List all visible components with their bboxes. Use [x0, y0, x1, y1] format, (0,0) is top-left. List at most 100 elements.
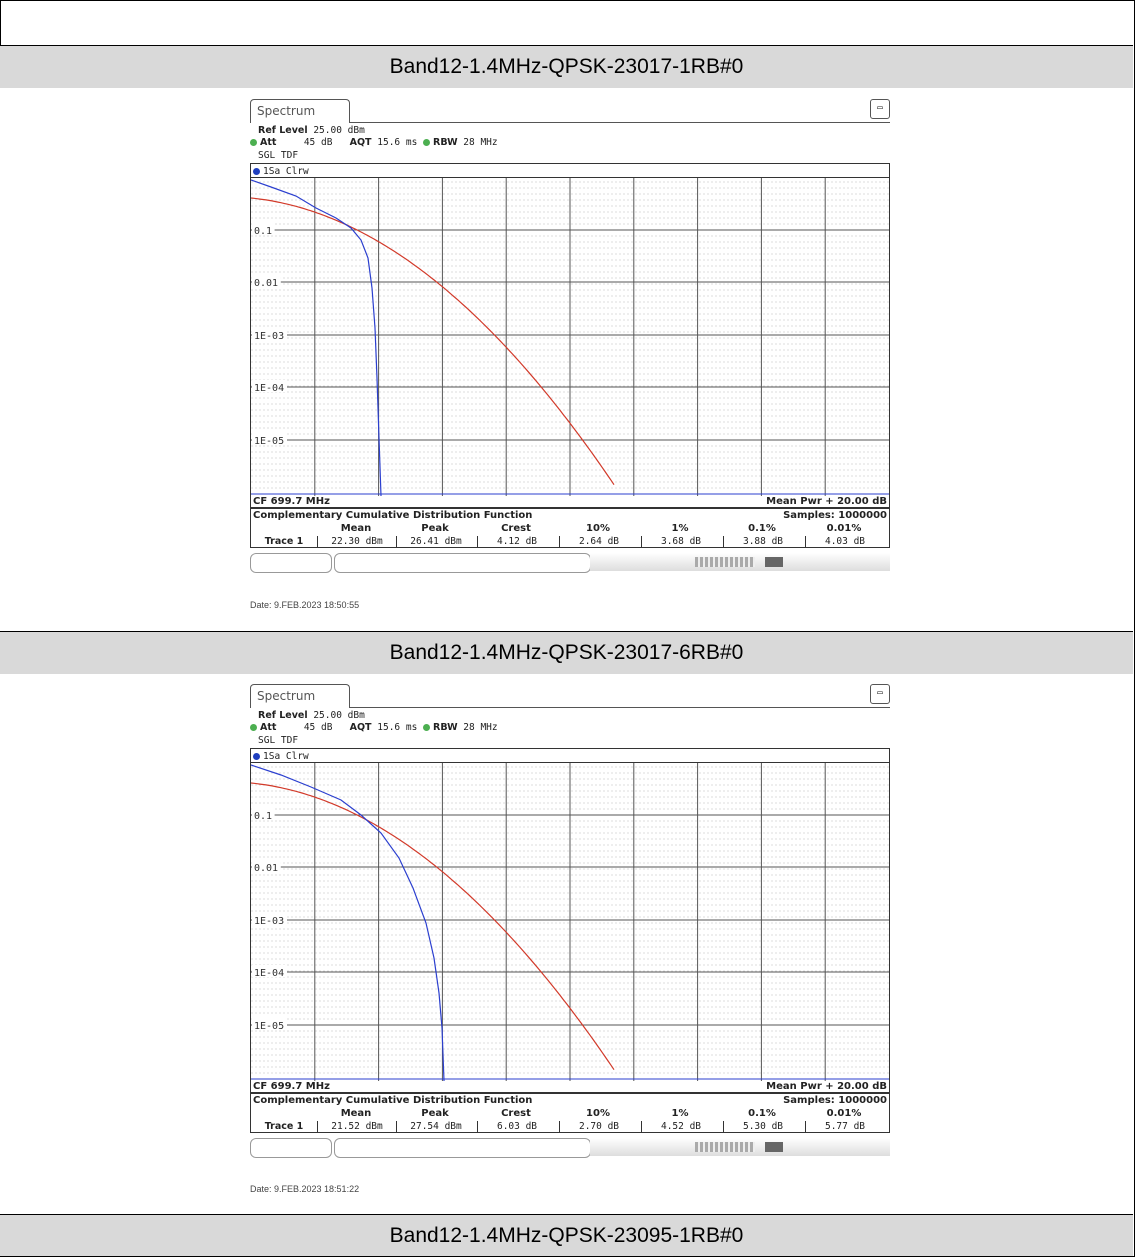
y-tick-label: 0.01 — [254, 278, 278, 289]
table-title: Complementary Cumulative Distribution Fu… — [253, 510, 533, 521]
status-dot-icon — [250, 724, 257, 731]
logo-icon — [765, 557, 783, 567]
y-tick-label: 0.1 — [254, 811, 272, 822]
column-header: 1% — [671, 523, 689, 534]
ccdf-plot: 0.1 0.01 1E-03 1E-04 1E-05 — [251, 178, 889, 496]
y-tick-label: 0.01 — [254, 863, 278, 874]
ccdf-plot: 0.1 0.01 1E-03 1E-04 1E-05 — [251, 763, 889, 1081]
att: Att 45 dB AQT 15.6 ms RBW 28 MHz — [250, 137, 498, 148]
column-header: Mean — [340, 1108, 372, 1119]
mean-power: Mean Pwr + 20.00 dB — [766, 1081, 887, 1092]
blank-row — [0, 0, 1133, 46]
analyzer-screenshot: Spectrum ▭ Ref Level 25.00 dBm Att 45 dB … — [250, 97, 895, 573]
screenshot-cell: Spectrum ▭ Ref Level 25.00 dBm Att 45 dB … — [0, 674, 1133, 1214]
trace-dot-icon — [253, 168, 260, 175]
reference-trace — [251, 782, 615, 1071]
column-header: 0.1% — [748, 523, 776, 534]
cell-value: 2.64 dB — [559, 536, 638, 547]
tab-spectrum[interactable]: Spectrum — [250, 684, 350, 708]
column-header: 0.01% — [826, 1108, 862, 1119]
row-label: Trace 1 — [264, 1121, 304, 1132]
y-tick-label: 1E-04 — [254, 968, 284, 979]
y-tick-label: 1E-04 — [254, 383, 284, 394]
section-title-text: Band12-1.4MHz-QPSK-23017-1RB#0 — [389, 55, 744, 78]
column-header: 1% — [671, 1108, 689, 1119]
y-tick-label: 1E-05 — [254, 436, 284, 447]
section-title: Band12-1.4MHz-QPSK-23017-6RB#0 — [0, 631, 1133, 675]
ref-level: Ref Level 25.00 dBm — [258, 125, 365, 136]
cell-value: 3.68 dB — [641, 536, 720, 547]
cell-value: 4.52 dB — [641, 1121, 720, 1132]
capture-date: Date: 9.FEB.2023 18:51:22 — [250, 1184, 360, 1194]
cell-value: 21.52 dBm — [317, 1121, 396, 1132]
status-bar — [250, 1138, 890, 1158]
cell-value: 27.54 dBm — [396, 1121, 475, 1132]
cell-value: 4.12 dB — [477, 536, 556, 547]
progress-icon — [695, 557, 755, 567]
display-config-icon[interactable]: ▭ — [870, 99, 890, 119]
section-title: Band12-1.4MHz-QPSK-23095-1RB#0 — [0, 1214, 1133, 1256]
column-header: 10% — [586, 1108, 610, 1119]
ccdf-table: Complementary Cumulative Distribution Fu… — [250, 1093, 890, 1133]
cell-value: 6.03 dB — [477, 1121, 556, 1132]
cell-value: 4.03 dB — [805, 536, 884, 547]
status-field — [334, 1138, 591, 1158]
column-header: Crest — [501, 523, 531, 534]
status-dot-icon — [423, 139, 431, 146]
column-header: 10% — [586, 523, 610, 534]
mode-label: SGL TDF — [258, 150, 299, 161]
tab-divider — [350, 122, 890, 123]
center-frequency: CF 699.7 MHz — [253, 496, 330, 507]
cell-value: 22.30 dBm — [317, 536, 396, 547]
trace-dot-icon — [253, 753, 260, 760]
column-header: Mean — [340, 523, 372, 534]
cell-value: 3.88 dB — [723, 536, 802, 547]
analyzer-screenshot: Spectrum ▭ Ref Level 25.00 dBm Att 45 dB … — [250, 682, 895, 1158]
cell-value: 5.77 dB — [805, 1121, 884, 1132]
cell-value: 26.41 dBm — [396, 536, 475, 547]
screenshot-cell: Spectrum ▭ Ref Level 25.00 dBm Att 45 dB … — [0, 88, 1133, 631]
cell-value: 5.30 dB — [723, 1121, 802, 1132]
y-tick-label: 1E-03 — [254, 331, 284, 342]
column-header: Peak — [421, 1108, 449, 1119]
trace-label: 1Sa Clrw — [253, 751, 309, 762]
status-dot-icon — [250, 139, 257, 146]
center-frequency: CF 699.7 MHz — [253, 1081, 330, 1092]
y-tick-label: 1E-05 — [254, 1021, 284, 1032]
status-field — [334, 553, 591, 573]
column-header: Crest — [501, 1108, 531, 1119]
reference-trace — [251, 197, 615, 486]
column-header: Peak — [421, 523, 449, 534]
ccdf-table: Complementary Cumulative Distribution Fu… — [250, 508, 890, 548]
status-field — [250, 1138, 332, 1158]
measured-trace — [251, 179, 382, 496]
status-bar — [250, 553, 890, 573]
status-dot-icon — [423, 724, 431, 731]
cell-value: 2.70 dB — [559, 1121, 638, 1132]
status-field — [250, 553, 332, 573]
samples-count: Samples: 1000000 — [783, 510, 887, 521]
trace-label: 1Sa Clrw — [253, 166, 309, 177]
table-title: Complementary Cumulative Distribution Fu… — [253, 1095, 533, 1106]
divider — [251, 762, 889, 763]
logo-icon — [765, 1142, 783, 1152]
y-tick-label: 0.1 — [254, 226, 272, 237]
y-tick-label: 1E-03 — [254, 916, 284, 927]
mean-power: Mean Pwr + 20.00 dB — [766, 496, 887, 507]
ref-level: Ref Level 25.00 dBm — [258, 710, 365, 721]
section-title-text: Band12-1.4MHz-QPSK-23095-1RB#0 — [389, 1223, 744, 1247]
measured-trace — [251, 764, 445, 1081]
divider — [251, 177, 889, 178]
tab-spectrum[interactable]: Spectrum — [250, 99, 350, 123]
column-header: 0.01% — [826, 523, 862, 534]
section-title: Band12-1.4MHz-QPSK-23017-1RB#0 — [0, 45, 1133, 89]
column-header: 0.1% — [748, 1108, 776, 1119]
display-config-icon[interactable]: ▭ — [870, 684, 890, 704]
att: Att 45 dB AQT 15.6 ms RBW 28 MHz — [250, 722, 498, 733]
mode-label: SGL TDF — [258, 735, 299, 746]
plot-area: 1Sa Clrw 0.1 0.01 1E-03 1E-04 1E-05 CF 699.7… — [250, 748, 890, 1093]
section-title-text: Band12-1.4MHz-QPSK-23017-6RB#0 — [389, 641, 744, 664]
samples-count: Samples: 1000000 — [783, 1095, 887, 1106]
progress-icon — [695, 1142, 755, 1152]
tab-divider — [350, 707, 890, 708]
